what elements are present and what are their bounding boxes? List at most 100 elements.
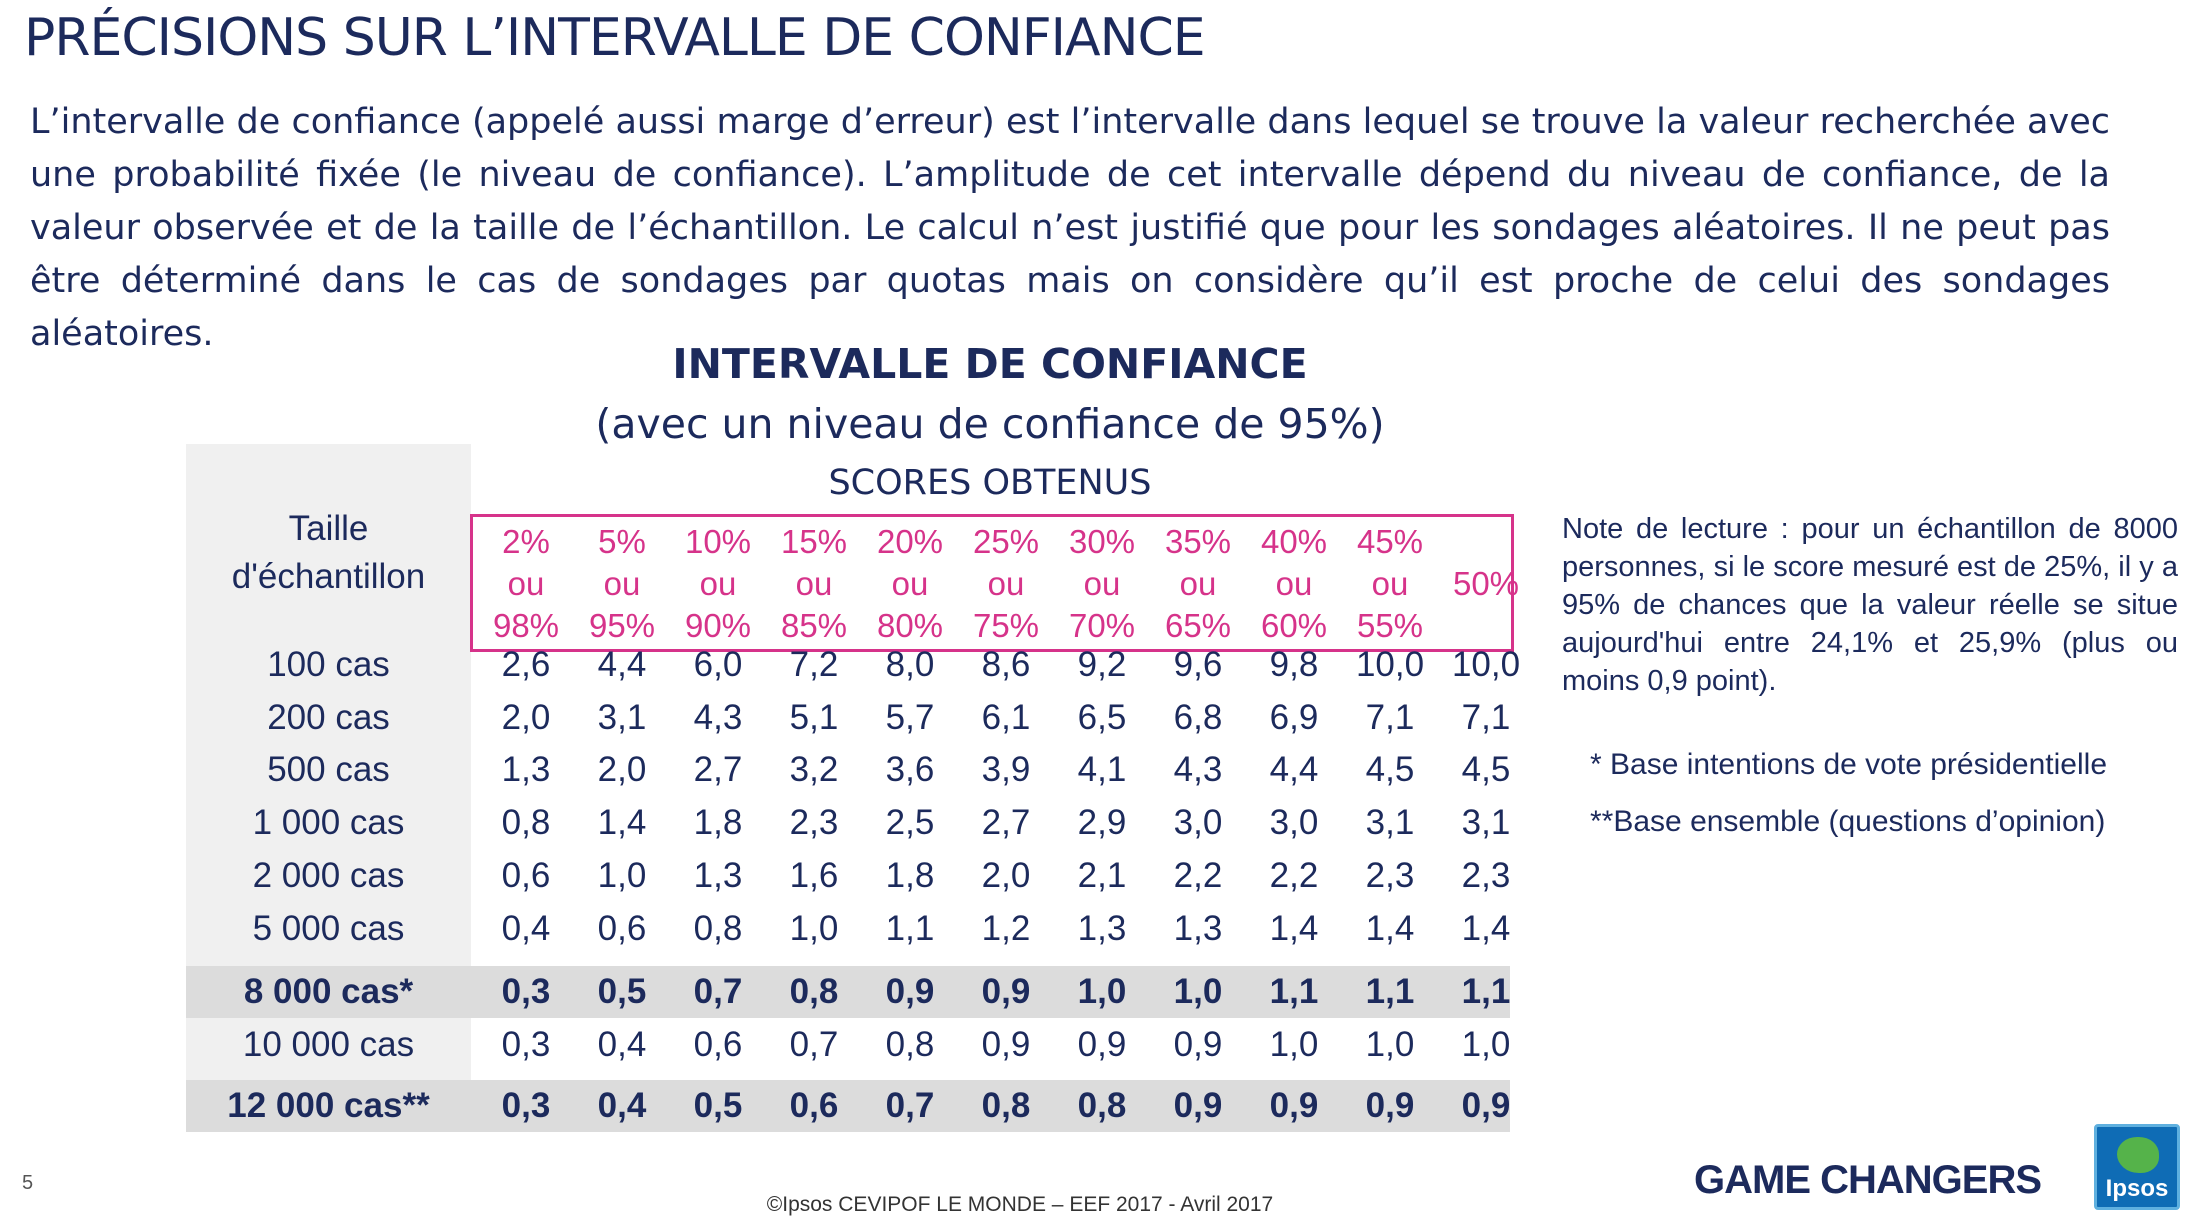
table-cell: 8,6	[981, 645, 1031, 684]
score-header-line: 55%	[1356, 607, 1424, 644]
table-cell: 9,6	[1173, 645, 1223, 684]
score-header-line: 25%	[972, 523, 1040, 560]
table-cell: 1,0	[597, 856, 647, 895]
table-cell: 1,1	[1269, 972, 1319, 1011]
score-header-0: 2% ou 98%	[478, 521, 574, 647]
table-cell: 2,5	[885, 803, 935, 842]
score-header-line: 2%	[502, 523, 550, 560]
table-cell: 4,5	[1365, 750, 1415, 789]
table-cell: 0,9	[1173, 1086, 1223, 1125]
table-cell: 3,0	[1173, 803, 1223, 842]
table-cell: 0,9	[981, 1025, 1031, 1064]
table-cell: 1,4	[1365, 909, 1415, 948]
table-cell: 1,1	[1365, 972, 1415, 1011]
score-header-line: 30%	[1068, 523, 1136, 560]
score-header-line: ou	[795, 565, 833, 602]
score-header-line: ou	[699, 565, 737, 602]
table-cell: 1,3	[1077, 909, 1127, 948]
table-cell: 4,4	[597, 645, 647, 684]
table-row: 12 000 cas** 0,3 0,4 0,5 0,6 0,7 0,8 0,8 0,9 0,9 0…	[186, 1080, 1510, 1132]
table-cell: 7,1	[1365, 698, 1415, 737]
table-cell: 0,9	[1077, 1025, 1127, 1064]
table-row: 100 cas 2,6 4,4 6,0 7,2 8,0 8,6 9,2 9,6 9,8 10,0 10…	[186, 639, 1520, 691]
score-header-4: 20% ou 80%	[862, 521, 958, 647]
table-row: 2 000 cas 0,6 1,0 1,3 1,6 1,8 2,0 2,1 2,2 2,2 2,3 2…	[186, 850, 1511, 902]
table-cell: 1,3	[693, 856, 743, 895]
score-header-line: ou	[1179, 565, 1217, 602]
score-header-1: 5% ou 95%	[574, 521, 670, 647]
score-header-line: 45%	[1356, 523, 1424, 560]
table-cell: 2,2	[1173, 856, 1223, 895]
sample-size-label: 2 000 cas	[252, 856, 405, 895]
score-header-line: ou	[1371, 565, 1409, 602]
footer-credits: ©Ipsos CEVIPOF LE MONDE – EEF 2017 - Avr…	[766, 1193, 1274, 1216]
table-cell: 2,0	[981, 856, 1031, 895]
table-cell: 0,5	[693, 1086, 743, 1125]
sample-size-label: 5 000 cas	[252, 909, 405, 948]
table-cell: 2,6	[501, 645, 551, 684]
table-cell: 0,7	[693, 972, 743, 1011]
sample-size-label: 1 000 cas	[252, 803, 405, 842]
table-cell: 1,2	[981, 909, 1031, 948]
table-cell: 2,0	[597, 750, 647, 789]
table-cell: 0,3	[501, 972, 551, 1011]
table-cell: 5,1	[789, 698, 839, 737]
score-header-line: 50%	[1452, 565, 1520, 602]
table-cell: 1,0	[1173, 972, 1223, 1011]
score-header-3: 15% ou 85%	[766, 521, 862, 647]
table-cell: 6,9	[1269, 698, 1319, 737]
table-cell: 0,6	[789, 1086, 839, 1125]
table-row: 5 000 cas 0,4 0,6 0,8 1,0 1,1 1,2 1,3 1,3 1,4 1,4 1…	[186, 903, 1511, 955]
score-header-2: 10% ou 90%	[670, 521, 766, 647]
table-cell: 3,1	[1461, 803, 1511, 842]
table-cell: 2,9	[1077, 803, 1127, 842]
sample-size-label: 8 000 cas*	[243, 972, 414, 1011]
table-cell: 1,3	[1173, 909, 1223, 948]
table-row: 200 cas 2,0 3,1 4,3 5,1 5,7 6,1 6,5 6,8 6,9 7,1 7,1	[186, 692, 1510, 744]
table-cell: 1,0	[789, 909, 839, 948]
score-header-line: 60%	[1260, 607, 1328, 644]
table-cell: 10,0	[1355, 645, 1425, 684]
table-cell: 4,3	[693, 698, 743, 737]
table-cell: 2,7	[693, 750, 743, 789]
table-cell: 0,9	[1365, 1086, 1415, 1125]
table-cell: 0,7	[885, 1086, 935, 1125]
sample-size-header: Taille d'échantillon	[186, 505, 471, 601]
table-cell: 1,0	[1461, 1025, 1511, 1064]
table-cell: 3,1	[1365, 803, 1415, 842]
table-cell: 6,5	[1077, 698, 1127, 737]
table-cell: 3,0	[1269, 803, 1319, 842]
footnote-double-star: **Base ensemble (questions d’opinion)	[1590, 805, 2106, 838]
table-cell: 9,8	[1269, 645, 1319, 684]
table-cell: 6,0	[693, 645, 743, 684]
table-cell: 0,6	[693, 1025, 743, 1064]
score-header-line: 35%	[1164, 523, 1232, 560]
table-cell: 3,6	[885, 750, 935, 789]
table-cell: 6,1	[981, 698, 1031, 737]
table-cell: 2,0	[501, 698, 551, 737]
table-cell: 3,9	[981, 750, 1031, 789]
table-cell: 7,1	[1461, 698, 1511, 737]
table-cell: 0,4	[501, 909, 551, 948]
sample-size-label: 200 cas	[267, 698, 390, 737]
table-cell: 0,9	[1461, 1086, 1511, 1125]
table-cell: 3,1	[597, 698, 647, 737]
score-header-9: 45% ou 55%	[1342, 521, 1438, 647]
score-header-line: 70%	[1068, 607, 1136, 644]
sample-size-label: 100 cas	[267, 645, 390, 684]
table-cell: 0,3	[501, 1086, 551, 1125]
intro-paragraph: L’intervalle de confiance (appelé aussi …	[30, 102, 2110, 354]
table-cell: 3,2	[789, 750, 839, 789]
table-cell: 2,7	[981, 803, 1031, 842]
table-cell: 8,0	[885, 645, 935, 684]
table-cell: 4,1	[1077, 750, 1127, 789]
table-cell: 7,2	[789, 645, 839, 684]
footnote-single-star: * Base intentions de vote présidentielle	[1590, 748, 2108, 781]
table-cell: 1,8	[693, 803, 743, 842]
table-cell: 0,8	[501, 803, 551, 842]
page-number: 5	[22, 1172, 34, 1194]
score-header-line: ou	[987, 565, 1025, 602]
scores-header-box	[470, 514, 1514, 652]
table-cell: 2,3	[789, 803, 839, 842]
table-cell: 1,8	[885, 856, 935, 895]
